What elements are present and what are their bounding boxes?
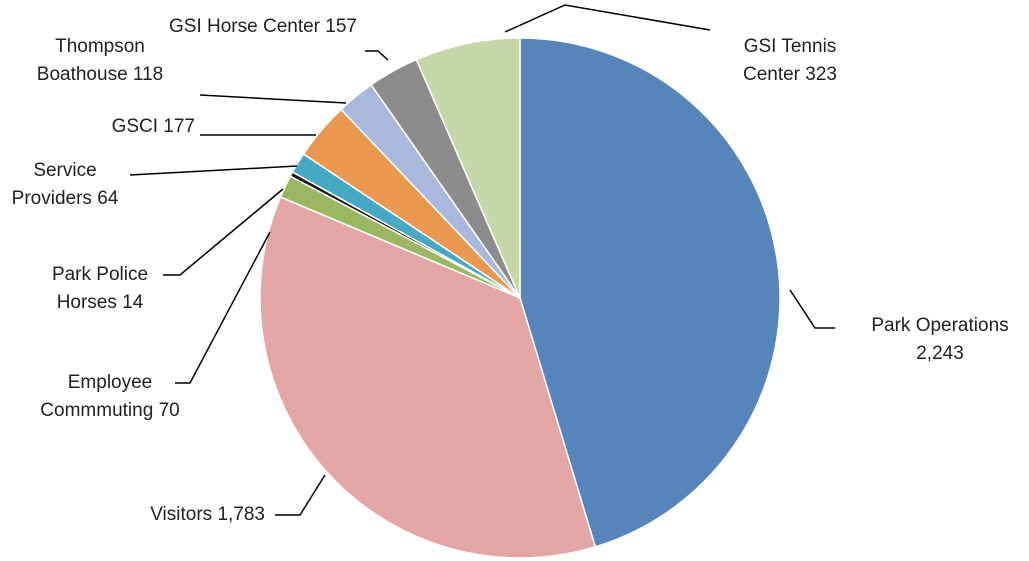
slice-label: GSCI 177	[40, 113, 195, 141]
category-name: Service Providers	[11, 160, 97, 209]
value-label: 2,243	[916, 343, 964, 364]
slice-label: Park Operations 2,243	[850, 312, 1029, 368]
category-name: GSI Horse Center	[169, 16, 320, 37]
category-name: Park Police Horses	[51, 264, 149, 313]
slice-label: GSI Horse Center 157	[153, 13, 373, 41]
category-name: GSI Tennis Center	[742, 36, 837, 85]
value-label: 323	[805, 64, 837, 85]
category-name: Employee Commmuting	[40, 372, 154, 421]
slice-label: Thompson Boathouse 118	[10, 33, 190, 89]
slice-label: Employee Commmuting 70	[30, 369, 190, 425]
category-name: Park Operations	[871, 315, 1009, 336]
leader-line	[199, 94, 347, 104]
slice-label: GSI Tennis Center 323	[725, 33, 855, 89]
value-label: 14	[122, 292, 144, 313]
value-label: 64	[97, 188, 119, 209]
value-label: 118	[132, 64, 164, 85]
value-label: 157	[325, 16, 357, 37]
value-label: 1,783	[217, 504, 265, 525]
slice-label: Service Providers 64	[5, 157, 125, 213]
category-name: Thompson Boathouse	[36, 36, 145, 85]
slice-label: Visitors 1,783	[40, 501, 265, 529]
leader-line	[789, 289, 835, 329]
leader-line	[504, 4, 711, 33]
category-name: Visitors	[150, 504, 213, 525]
leader-line	[129, 165, 298, 176]
leader-line	[175, 231, 271, 384]
leader-line	[163, 188, 284, 276]
pie-slice	[259, 196, 597, 559]
category-name: GSCI	[111, 116, 159, 137]
slice-label: Park Police Horses 14	[40, 261, 160, 317]
leader-line	[275, 474, 326, 516]
pie-slice	[415, 37, 521, 299]
value-label: 70	[158, 400, 180, 421]
leader-line	[365, 50, 389, 61]
pie-slice	[519, 37, 781, 548]
value-label: 177	[163, 116, 195, 137]
